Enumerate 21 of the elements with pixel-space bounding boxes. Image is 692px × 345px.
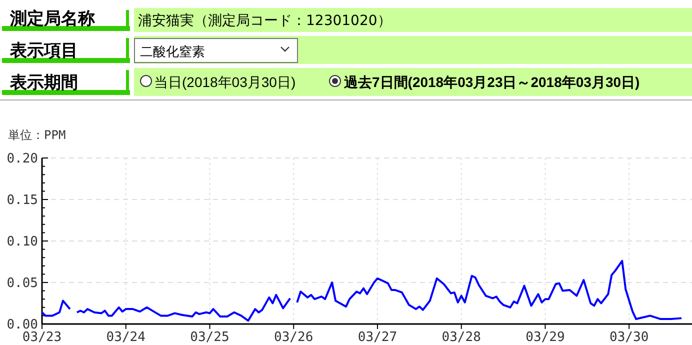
x-tick-label: 03/26 [274, 330, 314, 345]
x-tick-label: 03/27 [358, 330, 398, 345]
x-tick-label: 03/24 [106, 330, 146, 345]
text: 過去7日間(2018年03月23日～2018年03月30日) [343, 74, 640, 90]
y-tick-label: 0.00 [6, 318, 38, 333]
text: 測定局名称 [9, 9, 95, 29]
y-tick-label: 0.05 [6, 276, 38, 292]
y-tick-label: 0.20 [6, 152, 38, 167]
text: 表示項目 [9, 41, 78, 61]
x-tick-label: 03/25 [190, 330, 230, 345]
text: 二酸化窒素 [140, 44, 205, 60]
text: 浦安猫実（測定局コード：12301020） [138, 13, 392, 29]
text: 表示期間 [9, 73, 78, 93]
x-tick-label: 03/28 [442, 330, 481, 345]
text: 当日(2018年03月30日) [154, 74, 296, 90]
y-tick-label: 0.10 [6, 234, 38, 250]
x-tick-label: 03/29 [526, 330, 565, 345]
y-axis-title: 単位：PPM [8, 128, 66, 142]
x-tick-label: 03/30 [610, 330, 649, 345]
y-tick-label: 0.15 [6, 193, 38, 208]
x-tick-label: 03/23 [22, 330, 62, 345]
